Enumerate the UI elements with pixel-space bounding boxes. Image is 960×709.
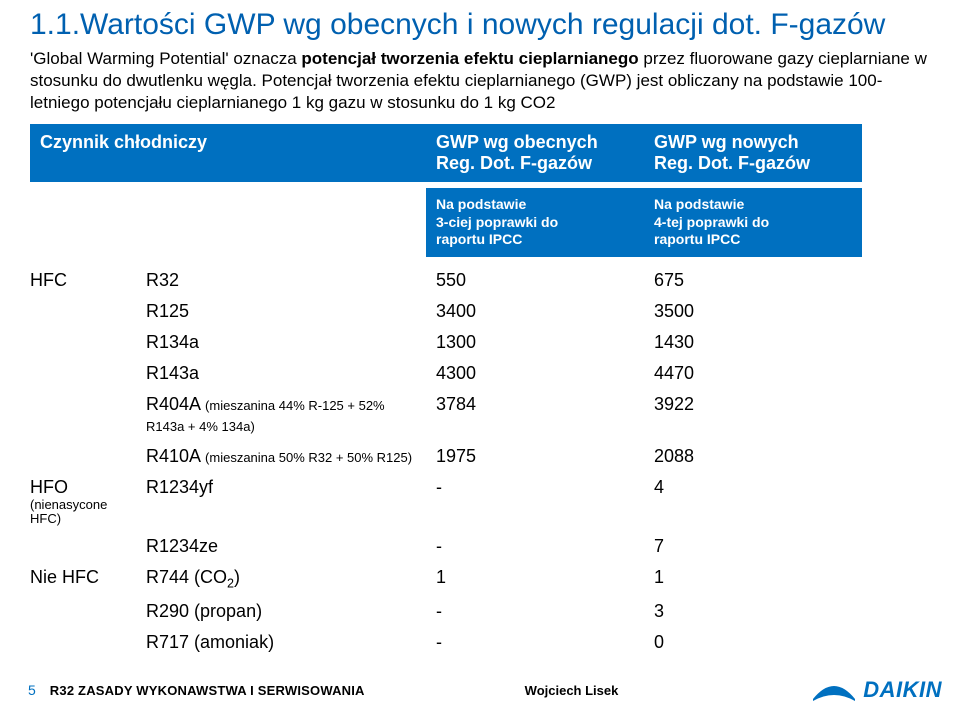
cell-gwp-current: 3784 xyxy=(426,389,644,441)
cell-category xyxy=(30,358,146,389)
table-row: R134a13001430 xyxy=(30,327,862,358)
cell-gwp-new: 7 xyxy=(644,531,862,562)
sub2-l3: raportu IPCC xyxy=(654,231,740,247)
sub2-l2: 4-tej poprawki do xyxy=(654,214,769,230)
cell-category xyxy=(30,389,146,441)
header-col-gwp-new: GWP wg nowych Reg. Dot. F-gazów xyxy=(644,124,862,182)
cell-gwp-current: 1975 xyxy=(426,441,644,472)
sub1-l2: 3-ciej poprawki do xyxy=(436,214,558,230)
cell-gwp-new: 3500 xyxy=(644,296,862,327)
cell-category xyxy=(30,627,146,658)
header-col2-line2: Reg. Dot. F-gazów xyxy=(654,153,810,173)
cell-refrigerant: R744 (CO2) xyxy=(146,562,426,596)
header-col2-line1: GWP wg nowych xyxy=(654,132,799,152)
cell-category xyxy=(30,441,146,472)
cell-gwp-current: - xyxy=(426,596,644,627)
header-col1-line1: GWP wg obecnych xyxy=(436,132,598,152)
cell-refrigerant: R290 (propan) xyxy=(146,596,426,627)
subheader-spacer xyxy=(30,188,426,257)
cell-gwp-current: 1300 xyxy=(426,327,644,358)
cell-category xyxy=(30,327,146,358)
cell-category xyxy=(30,296,146,327)
sub2-l1: Na podstawie xyxy=(654,196,744,212)
table-row: R1234ze-7 xyxy=(30,531,862,562)
daikin-sweep-icon xyxy=(811,679,857,701)
table-subheader-row: Na podstawie 3-ciej poprawki do raportu … xyxy=(30,188,930,257)
cell-refrigerant: R1234yf xyxy=(146,472,426,532)
cell-gwp-current: 1 xyxy=(426,562,644,596)
subheader-ipcc-4: Na podstawie 4-tej poprawki do raportu I… xyxy=(644,188,862,257)
cell-refrigerant: R134a xyxy=(146,327,426,358)
cell-gwp-current: 4300 xyxy=(426,358,644,389)
table-row: R143a43004470 xyxy=(30,358,862,389)
table-row: Nie HFCR744 (CO2)11 xyxy=(30,562,862,596)
intro-bold-2: tworzenia efektu cieplarnianego xyxy=(376,49,639,68)
cell-category: HFO(nienasycone HFC) xyxy=(30,472,146,532)
intro-quoted-term: Global Warming Potential xyxy=(33,49,225,68)
cell-refrigerant: R1234ze xyxy=(146,531,426,562)
cell-refrigerant: R410A (mieszanina 50% R32 + 50% R125) xyxy=(146,441,426,472)
cell-category xyxy=(30,596,146,627)
table-row: HFO(nienasycone HFC)R1234yf-4 xyxy=(30,472,862,532)
slide-page: 1.1.Wartości GWP wg obecnych i nowych re… xyxy=(0,0,960,709)
cell-gwp-new: 2088 xyxy=(644,441,862,472)
header-col-czynnik: Czynnik chłodniczy xyxy=(30,124,426,182)
cell-refrigerant: R717 (amoniak) xyxy=(146,627,426,658)
daikin-logo: DAIKIN xyxy=(811,677,942,703)
cell-category: Nie HFC xyxy=(30,562,146,596)
cell-refrigerant: R125 xyxy=(146,296,426,327)
cell-gwp-new: 1430 xyxy=(644,327,862,358)
cell-category: HFC xyxy=(30,265,146,296)
cell-gwp-new: 675 xyxy=(644,265,862,296)
table-row: R12534003500 xyxy=(30,296,862,327)
page-title: 1.1.Wartości GWP wg obecnych i nowych re… xyxy=(30,8,930,42)
cell-gwp-current: - xyxy=(426,531,644,562)
table-row: HFCR32550675 xyxy=(30,265,862,296)
gwp-table: HFCR32550675R12534003500R134a13001430R14… xyxy=(30,265,862,658)
cell-gwp-new: 1 xyxy=(644,562,862,596)
table-header-row: Czynnik chłodniczy GWP wg obecnych Reg. … xyxy=(30,124,930,182)
doc-title: R32 ZASADY WYKONAWSTWA I SERWISOWANIA xyxy=(50,683,365,698)
cell-gwp-new: 3922 xyxy=(644,389,862,441)
cell-gwp-new: 4470 xyxy=(644,358,862,389)
table-row: R404A (mieszanina 44% R-125 + 52% R143a … xyxy=(30,389,862,441)
cell-gwp-current: 550 xyxy=(426,265,644,296)
table-row: R717 (amoniak)-0 xyxy=(30,627,862,658)
intro-after-quote: ' oznacza xyxy=(225,49,301,68)
cell-refrigerant: R404A (mieszanina 44% R-125 + 52% R143a … xyxy=(146,389,426,441)
sub1-l1: Na podstawie xyxy=(436,196,526,212)
header-col-gwp-current: GWP wg obecnych Reg. Dot. F-gazów xyxy=(426,124,644,182)
page-number: 5 xyxy=(28,682,36,698)
table-row: R290 (propan)-3 xyxy=(30,596,862,627)
cell-gwp-new: 3 xyxy=(644,596,862,627)
slide-footer: 5 R32 ZASADY WYKONAWSTWA I SERWISOWANIA … xyxy=(0,677,960,703)
cell-gwp-current: - xyxy=(426,472,644,532)
cell-gwp-new: 0 xyxy=(644,627,862,658)
daikin-wordmark: DAIKIN xyxy=(863,677,942,703)
cell-category xyxy=(30,531,146,562)
sub1-l3: raportu IPCC xyxy=(436,231,522,247)
author-name: Wojciech Lisek xyxy=(525,683,619,698)
intro-paragraph: 'Global Warming Potential' oznacza poten… xyxy=(30,48,930,114)
subheader-ipcc-3: Na podstawie 3-ciej poprawki do raportu … xyxy=(426,188,644,257)
cell-refrigerant: R143a xyxy=(146,358,426,389)
cell-gwp-new: 4 xyxy=(644,472,862,532)
cell-gwp-current: 3400 xyxy=(426,296,644,327)
cell-refrigerant: R32 xyxy=(146,265,426,296)
header-col1-line2: Reg. Dot. F-gazów xyxy=(436,153,592,173)
cell-gwp-current: - xyxy=(426,627,644,658)
table-row: R410A (mieszanina 50% R32 + 50% R125)197… xyxy=(30,441,862,472)
intro-bold-1: potencjał xyxy=(301,49,376,68)
